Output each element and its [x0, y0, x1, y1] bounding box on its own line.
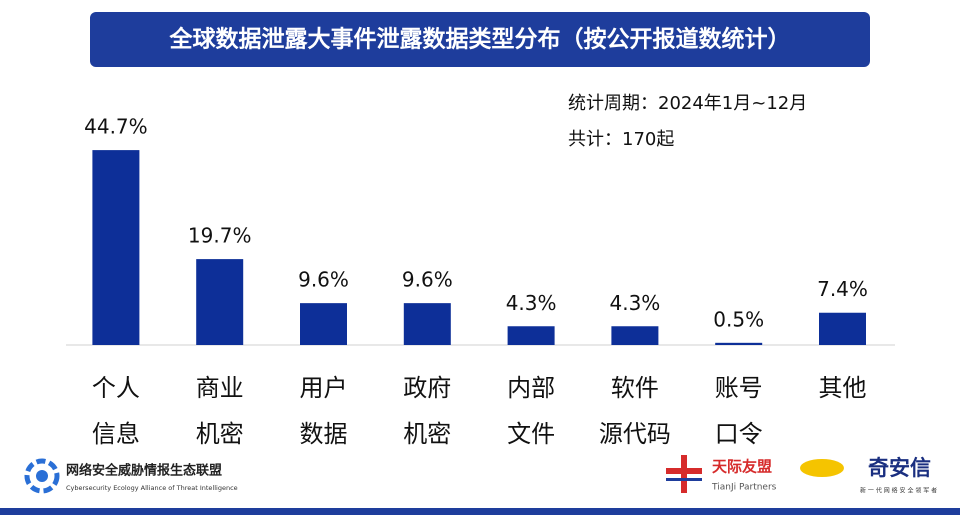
- x-tick-label: 商业: [196, 374, 244, 402]
- bar: [715, 342, 763, 345]
- bar: [611, 326, 659, 345]
- tianji-name: 天际友盟: [712, 458, 772, 476]
- value-label: 4.3%: [506, 291, 557, 315]
- tianji-en: TianJi Partners: [711, 483, 777, 493]
- x-tick-label: 个人: [92, 374, 140, 402]
- title-bar: [90, 12, 870, 67]
- x-tick-label: 政府: [403, 374, 451, 402]
- chart-title: 全球数据泄露大事件泄露数据类型分布（按公开报道数统计）: [169, 26, 791, 53]
- qianxin-name: 奇安信: [868, 456, 931, 480]
- alliance-name: 网络安全威胁情报生态联盟: [66, 463, 222, 479]
- bar: [507, 326, 555, 345]
- total-note: 共计：170起: [568, 129, 674, 150]
- alliance-en: Cybersecurity Ecology Alliance of Threat…: [66, 484, 238, 492]
- value-label: 9.6%: [298, 268, 349, 292]
- bar: [300, 303, 347, 345]
- x-tick-label: 机密: [196, 420, 244, 448]
- x-tick-label: 用户: [300, 374, 348, 402]
- x-tick-label: 数据: [300, 420, 348, 448]
- alliance-logo: [24, 458, 60, 494]
- tianji-logo: [666, 455, 702, 493]
- qianxin-slogan: 新 一 代 网 络 安 全 领 军 者: [860, 487, 937, 495]
- x-tick-label: 其他: [819, 374, 867, 402]
- x-tick-label: 软件: [611, 374, 659, 402]
- value-label: 19.7%: [188, 224, 252, 248]
- value-label: 9.6%: [402, 268, 453, 292]
- x-tick-label: 机密: [403, 420, 451, 448]
- x-tick-label: 账号: [715, 374, 763, 402]
- x-tick-label: 口令: [715, 420, 763, 448]
- bar: [819, 312, 866, 345]
- value-label: 7.4%: [817, 277, 868, 301]
- x-tick-label: 源代码: [599, 420, 671, 448]
- value-label: 4.3%: [609, 291, 660, 315]
- period-note: 统计周期：2024年1月~12月: [568, 93, 807, 114]
- bar: [92, 150, 140, 345]
- bottom-stripe: [0, 508, 960, 515]
- bar: [196, 259, 244, 345]
- x-tick-label: 内部: [507, 374, 555, 402]
- x-tick-label: 信息: [92, 420, 140, 448]
- value-label: 0.5%: [713, 307, 764, 331]
- x-tick-label: 文件: [507, 420, 555, 448]
- bar: [403, 303, 451, 345]
- value-label: 44.7%: [84, 115, 148, 139]
- qianxin-logo: [800, 459, 844, 477]
